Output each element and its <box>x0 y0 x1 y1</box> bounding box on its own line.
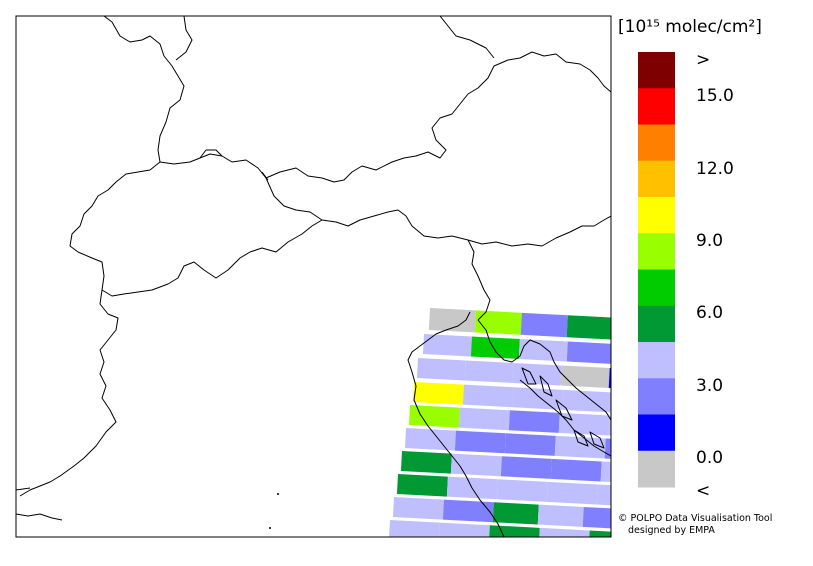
coast-adriatic-west <box>407 311 505 537</box>
swath-pixel <box>582 506 611 530</box>
swath-pixel <box>550 458 602 482</box>
island-dot <box>277 493 279 495</box>
swath-pixel <box>562 389 611 413</box>
legend-swatch <box>638 342 675 379</box>
legend-label: > <box>696 50 710 70</box>
border-small-north <box>199 149 269 181</box>
legend-label: 0.0 <box>696 448 723 468</box>
swath-pixel <box>458 407 510 431</box>
legend-swatch <box>638 52 675 89</box>
map-frame <box>15 15 612 538</box>
swath-pixel <box>500 456 552 479</box>
legend-swatch <box>638 414 675 452</box>
swath-pixel <box>408 405 460 428</box>
border-italy-west <box>16 289 119 497</box>
legend-swatch <box>638 124 675 162</box>
swath-pixel <box>388 520 440 537</box>
swath-pixel <box>412 382 464 405</box>
border-germany <box>159 16 611 183</box>
legend-swatch <box>638 269 675 307</box>
swath-pixel <box>396 474 448 497</box>
legend-colorbar <box>638 52 675 488</box>
legend-label: 6.0 <box>696 303 723 323</box>
swath-pixel <box>400 451 452 474</box>
swath-pixel <box>392 497 444 520</box>
swath-pixel <box>518 339 568 362</box>
border-austria <box>321 209 611 247</box>
swath-pixel <box>416 358 466 381</box>
swath-pixel <box>462 384 514 408</box>
borders <box>16 16 611 537</box>
credits-line-1: © POLPO Data Visualisation Tool <box>618 513 772 524</box>
legend-swatch <box>638 88 675 125</box>
map-panel <box>16 16 611 537</box>
swath-pixel <box>520 312 568 338</box>
island-dot <box>269 527 271 529</box>
swath-pixel <box>464 360 514 383</box>
border-france-north <box>69 16 185 253</box>
border-czech <box>439 16 495 59</box>
border-italy-slovenia <box>467 239 491 321</box>
swath-pixel <box>512 387 564 410</box>
legend-label: 12.0 <box>696 159 734 179</box>
swath-pixel <box>442 499 494 523</box>
legend-label: 3.0 <box>696 376 723 396</box>
swath-pixel <box>492 502 539 525</box>
swath-pixel <box>558 412 610 436</box>
credits-line-2: designed by EMPA <box>628 525 715 536</box>
legend-labels: >15.0 12.0 9.0 6.0 3.0 0.0 < <box>696 50 734 501</box>
swath-pixel <box>508 410 560 433</box>
swath-pixel <box>474 310 522 335</box>
islands <box>521 367 605 449</box>
swath-pixel <box>428 308 476 333</box>
legend-label: < <box>696 481 710 501</box>
swath-pixel <box>538 527 590 537</box>
swath-pixel <box>566 315 611 340</box>
legend-unit-label: [10¹⁵ molec/cm²] <box>618 17 762 37</box>
swath-pixel <box>450 453 502 477</box>
coast-dalmatia <box>519 379 611 457</box>
swath-pixel <box>404 428 456 451</box>
swath-pixel <box>454 430 506 454</box>
legend-swatch <box>638 450 675 488</box>
legend-swatch <box>638 160 675 198</box>
swath-pixel <box>438 522 490 537</box>
swath-pixel <box>588 530 611 537</box>
coast-ligurian <box>16 513 63 521</box>
swath-pixel <box>596 484 611 508</box>
swath-pixel <box>537 504 584 527</box>
legend-swatch <box>638 305 675 343</box>
swath-pixel <box>470 336 520 359</box>
swath-pixel <box>512 363 562 386</box>
swath-pixel <box>560 365 610 389</box>
border-swiss <box>77 177 323 297</box>
swath-pixel <box>504 433 556 456</box>
satellite-swath <box>388 308 611 537</box>
legend-swatch <box>638 378 675 415</box>
swath-pixel <box>546 481 598 505</box>
swath-pixel <box>422 334 472 357</box>
legend-swatch <box>638 233 675 270</box>
legend-swatch <box>638 197 675 234</box>
legend-label: 15.0 <box>696 86 734 106</box>
legend-label: 9.0 <box>696 231 723 251</box>
coast-istria <box>477 319 611 421</box>
swath-pixel <box>496 479 548 502</box>
swath-pixel <box>566 341 611 365</box>
swath-pixel <box>554 435 606 459</box>
